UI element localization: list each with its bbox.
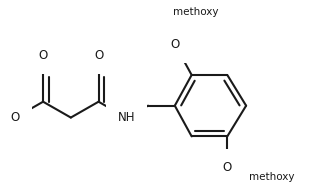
- Text: methoxy: methoxy: [173, 7, 218, 17]
- Text: O: O: [223, 161, 232, 174]
- Text: O: O: [170, 38, 179, 51]
- Text: O: O: [94, 49, 103, 62]
- Text: O: O: [39, 49, 48, 62]
- Text: O: O: [11, 111, 20, 124]
- Text: NH: NH: [118, 111, 135, 124]
- Text: methoxy: methoxy: [249, 172, 295, 182]
